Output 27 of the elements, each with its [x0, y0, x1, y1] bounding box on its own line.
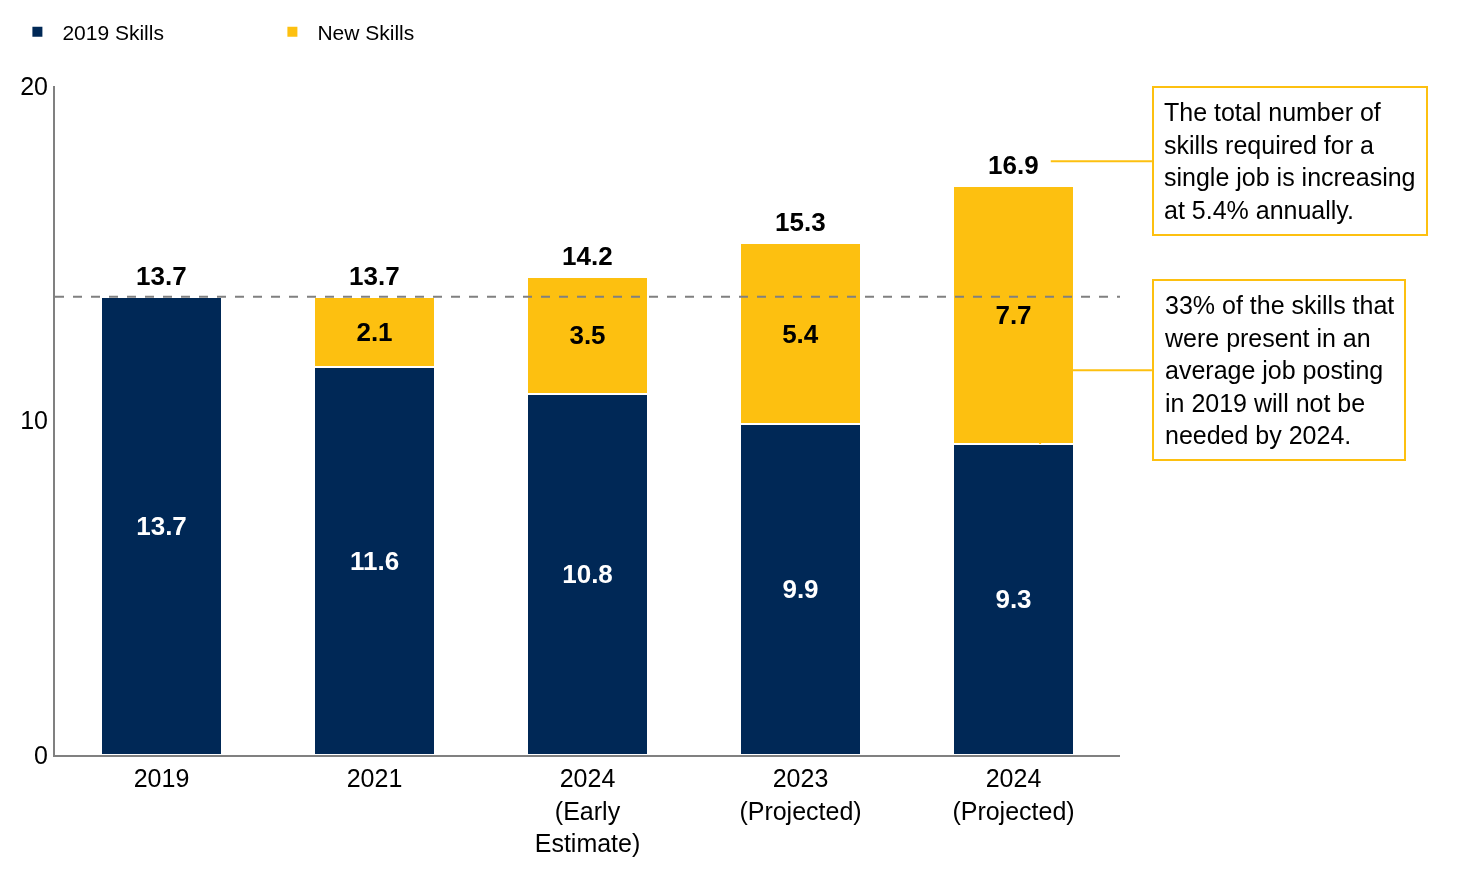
data-label: 9.3 [995, 584, 1032, 615]
x-tick-label: 2023 (Projected) [739, 764, 862, 825]
bar [99, 295, 224, 755]
total-label: 13.7 [136, 261, 187, 291]
data-label: 10.8 [562, 559, 613, 590]
total-label: 14.2 [562, 241, 613, 271]
x-tick-label: 2019 [133, 764, 190, 792]
text: 33% of the skills that were present in an average job posting in 2019 will not be needed by 2024. [1164, 291, 1395, 449]
total-label: 15.3 [775, 207, 826, 237]
total-label: 13.7 [349, 261, 400, 291]
legend-label: 2019 Skills [62, 20, 164, 44]
data-label: 5.4 [782, 318, 819, 349]
x-tick-label: 2024 (Projected) [952, 764, 1075, 825]
x-tick-label: 2021 [346, 764, 403, 792]
data-label: 7.7 [995, 300, 1032, 331]
data-label: 11.6 [349, 545, 400, 576]
y-tick-label: 20 [20, 71, 48, 100]
y-tick-label: 0 [34, 740, 48, 769]
legend-label: New Skills [317, 20, 415, 44]
x-tick-label: 2024 (Early Estimate) [534, 764, 641, 857]
data-label: 13.7 [136, 510, 187, 541]
total-label: 16.9 [988, 150, 1039, 180]
y-tick-label: 10 [20, 406, 48, 435]
data-label: 2.1 [356, 316, 393, 347]
data-label: 3.5 [569, 320, 606, 351]
text: The total number of skills required for a single job is increasing at 5.4% annually. [1164, 98, 1416, 224]
data-label: 9.9 [782, 574, 819, 605]
